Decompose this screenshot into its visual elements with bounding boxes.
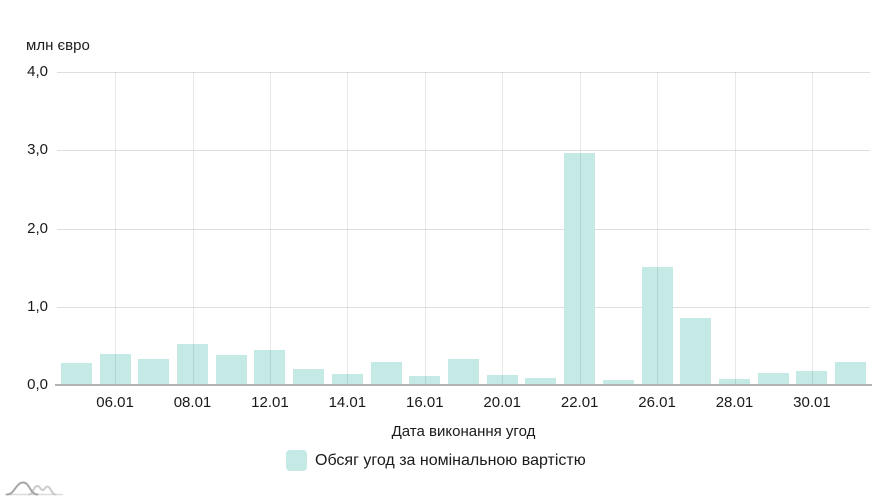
x-gridline: [115, 72, 117, 385]
bar[interactable]: [680, 317, 712, 385]
y-gridline: [57, 150, 870, 152]
y-tick-label: 4,0: [27, 63, 48, 80]
legend-item[interactable]: Обсяг угод за номінальною вартістю: [286, 450, 586, 471]
x-gridline: [811, 72, 813, 385]
x-gridline: [347, 72, 349, 385]
x-tick-label: 06.01: [96, 394, 134, 411]
bar[interactable]: [99, 354, 131, 385]
x-tick-label: 16.01: [406, 394, 444, 411]
y-tick-label: 0,0: [27, 376, 48, 393]
bar[interactable]: [177, 344, 208, 385]
x-tick-label: 22.01: [560, 394, 599, 411]
x-gridline: [579, 72, 581, 385]
y-tick-label: 3,0: [27, 141, 48, 159]
y-gridline: [57, 228, 870, 230]
x-gridline: [734, 72, 736, 385]
bar[interactable]: [835, 361, 867, 385]
bar[interactable]: [254, 349, 286, 385]
x-tick-label: 26.01: [638, 394, 676, 411]
y-axis-title: млн євро: [26, 37, 90, 54]
bar[interactable]: [448, 359, 479, 385]
plot-area: 06.01 08.01 12.01 14.01 16.01 20.01 22.01 26.01…: [55, 72, 872, 411]
y-gridline: [57, 306, 870, 308]
x-tick-label: 30.01: [793, 394, 831, 411]
bar[interactable]: [486, 374, 518, 385]
bar[interactable]: [409, 375, 441, 385]
bar[interactable]: [719, 378, 750, 385]
y-tick-label: 1,0: [27, 297, 48, 315]
x-gridline: [502, 72, 504, 385]
x-axis-title: Дата виконання угод: [391, 423, 536, 440]
bar[interactable]: [525, 377, 557, 385]
bar[interactable]: [331, 374, 363, 385]
x-tick-label: 28.01: [715, 394, 754, 411]
bar[interactable]: [796, 370, 828, 385]
bar[interactable]: [215, 355, 247, 385]
x-gridline: [192, 72, 194, 385]
x-gridline: [657, 72, 659, 385]
bar[interactable]: [564, 152, 596, 385]
x-tick-label: 14.01: [328, 394, 367, 411]
x-gridline: [424, 72, 426, 385]
x-tick-label: 08.01: [173, 394, 212, 411]
y-gridline: [57, 72, 870, 73]
bar[interactable]: [293, 369, 325, 385]
amcharts-logo[interactable]: [4, 477, 64, 497]
bar[interactable]: [602, 380, 634, 385]
x-gridline: [269, 72, 271, 385]
x-axis-line: [55, 384, 872, 386]
legend-label: Обсяг угод за номінальною вартістю: [315, 451, 586, 469]
bar[interactable]: [60, 363, 92, 385]
bar[interactable]: [757, 373, 789, 385]
x-tick-label: 12.01: [251, 394, 289, 411]
y-tick-label: 2,0: [27, 219, 48, 237]
bar[interactable]: [641, 266, 673, 385]
x-tick-label: 20.01: [483, 394, 521, 411]
legend-swatch-icon: [286, 450, 307, 471]
bar[interactable]: [138, 359, 170, 385]
bar[interactable]: [370, 362, 402, 385]
